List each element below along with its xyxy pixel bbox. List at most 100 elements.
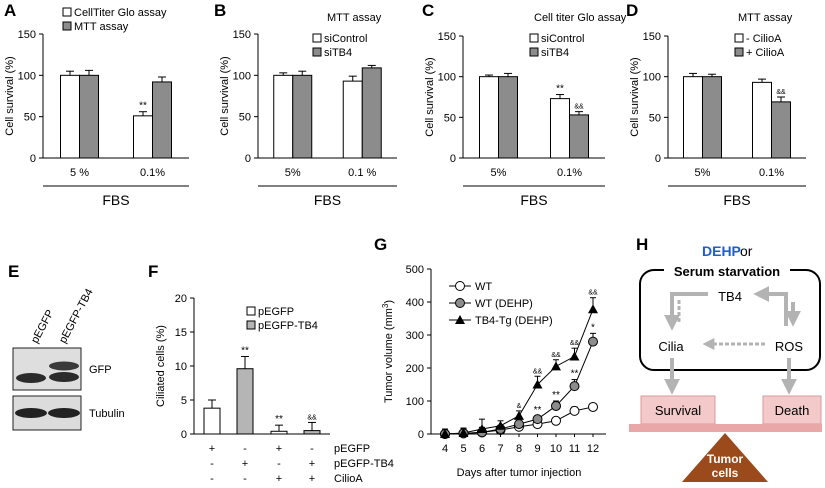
bar-d <box>752 81 772 159</box>
y-tick-label-c: 0 <box>450 153 456 165</box>
significance-label-tb4-dehp: && <box>588 290 598 297</box>
point-tb4-dehp <box>514 410 524 420</box>
y-tick-label-c: 100 <box>438 72 456 84</box>
legend-label-d: + CilioA <box>746 47 785 59</box>
y-tick-label-a: 50 <box>24 112 36 124</box>
legend-marker-g <box>455 315 465 324</box>
panel-label-e: E <box>8 262 19 281</box>
y-tick-label-f: 5 <box>181 395 187 407</box>
condition-mark-f: + <box>242 458 248 470</box>
legend-swatch-c <box>529 33 539 43</box>
bar-d <box>702 76 722 159</box>
band-gfp-lane2-high <box>49 361 79 371</box>
point-tb4-dehp <box>458 428 469 438</box>
significance-label-tb4-dehp: && <box>551 352 561 359</box>
label-serum-starvation: Serum starvation <box>674 264 780 279</box>
chart-a: 0 50 100 150 Cell survival (%) 5 % ** 0.1% FBS Ce… <box>4 7 189 208</box>
chart-title-c: Cell titer Glo assay <box>534 12 627 24</box>
point-tb4-dehp <box>495 420 506 430</box>
label-cilia: Cilia <box>658 339 684 354</box>
y-tick-label-f: 10 <box>175 361 187 373</box>
bar-b <box>342 80 363 159</box>
legend-swatch-b <box>312 33 322 43</box>
label-death: Death <box>775 403 810 418</box>
schematic-h: DEHP or Serum starvation TB4 Cilia ROS S… <box>629 243 822 482</box>
point-wt <box>569 405 580 416</box>
group-label-d: FBS <box>723 192 750 208</box>
legend-label-b: siControl <box>324 33 367 45</box>
significance-label-d: && <box>776 89 786 96</box>
condition-mark-f: - <box>243 443 247 455</box>
point-tb4-dehp <box>569 351 580 361</box>
point-tb4-dehp <box>588 304 598 314</box>
y-tick-label-a: 150 <box>18 29 36 41</box>
label-or: or <box>740 243 753 259</box>
label-ros: ROS <box>775 339 804 354</box>
band-tubulin-lane1 <box>15 408 47 418</box>
legend-swatch-f <box>246 306 256 316</box>
point-wt <box>588 401 598 412</box>
y-tick-label-f: 20 <box>175 293 187 305</box>
y-axis-label-d: Cell survival (%) <box>629 57 641 136</box>
legend-label-g: WT <box>475 281 492 293</box>
significance-label-a: ** <box>139 101 147 112</box>
condition-mark-f: - <box>310 443 314 455</box>
box-survival <box>640 395 716 425</box>
legend-swatch-c <box>529 47 539 57</box>
band-gfp-lane2-low <box>49 372 79 382</box>
y-axis-label-g: Tumor volume (mm3) <box>381 300 395 403</box>
bar-b <box>292 74 313 159</box>
bar-f <box>236 368 254 435</box>
legend-label-g: WT (DEHP) <box>475 298 533 310</box>
significance-label-tb4-dehp: & <box>517 403 522 410</box>
category-label-c: 5% <box>491 167 507 179</box>
x-tick-label-g: 7 <box>497 443 503 455</box>
arrow-tb4-cilia <box>664 292 708 331</box>
x-axis-label-g: Days after tumor injection <box>457 467 582 479</box>
label-survival: Survival <box>655 403 701 418</box>
chart-g: 0 100 200 300 400 500 4 5 6 7 8 9 10 11 12 Days after t… <box>381 264 606 479</box>
point-wt-dehp <box>588 336 598 347</box>
bar-c <box>498 76 518 159</box>
significance-label-wt-dehp: * <box>591 322 595 333</box>
x-tick-label-g: 9 <box>534 443 540 455</box>
lane-label-pegfp: pEGFP <box>29 308 57 345</box>
y-tick-label-f: 0 <box>181 429 187 441</box>
y-tick-label-b: 0 <box>245 153 251 165</box>
category-label-c: 0.1% <box>557 167 582 179</box>
y-tick-label-g: 0 <box>418 429 424 441</box>
y-tick-label-d: 0 <box>655 153 661 165</box>
chart-c: 0 50 100 150 Cell survival (%) Cell titer Glo… <box>424 12 627 208</box>
significance-label-tb4-dehp: && <box>533 368 543 375</box>
x-tick-label-g: 5 <box>460 443 466 455</box>
panel-label-d: D <box>626 1 638 20</box>
y-axis-label-c: Cell survival (%) <box>424 57 436 136</box>
category-label-a: 0.1% <box>140 167 165 179</box>
y-tick-label-b: 100 <box>233 70 251 82</box>
category-label-b: 0.1 % <box>348 167 376 179</box>
condition-mark-f: - <box>243 473 247 485</box>
bar-a <box>152 81 172 159</box>
y-tick-label-g: 400 <box>406 297 424 309</box>
band-gfp-lane1 <box>16 373 46 383</box>
point-tb4-dehp <box>551 361 561 371</box>
bar-f <box>303 430 321 435</box>
legend-label-g: TB4-Tg (DEHP) <box>475 315 553 327</box>
bar-a <box>79 74 99 159</box>
chart-b: 0 50 100 150 Cell survival (%) MTT assay 5% 0.1… <box>219 12 397 208</box>
chart-title-b: MTT assay <box>327 12 382 24</box>
bar-a <box>133 115 153 159</box>
legend-marker-g <box>455 298 465 308</box>
condition-label-f: CilioA <box>334 473 363 485</box>
chart-f: 0 5 10 15 20 Ciliated cells (%) ** ** && pEGFP pEG… <box>155 293 394 485</box>
legend-label-c: siControl <box>541 33 584 45</box>
bar-c <box>569 114 589 159</box>
legend-marker-g <box>455 281 465 291</box>
condition-mark-f: + <box>209 443 215 455</box>
point-wt-dehp <box>569 381 580 392</box>
legend-swatch-f <box>246 320 256 330</box>
category-label-d: 5% <box>695 167 711 179</box>
y-tick-label-g: 300 <box>406 330 424 342</box>
legend-swatch-a <box>62 7 72 17</box>
